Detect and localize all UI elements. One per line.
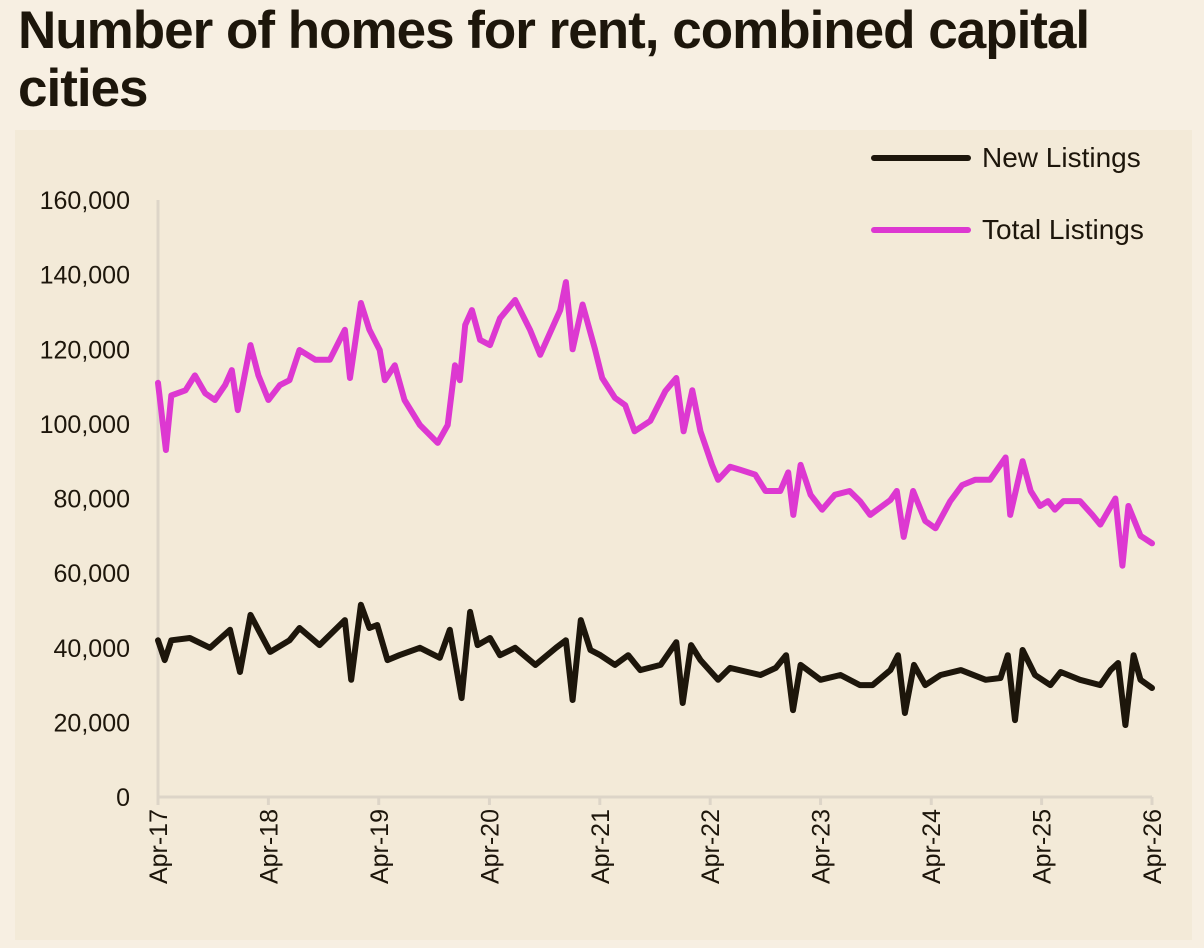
y-tick-label: 160,000 [40,187,130,215]
x-tick-label: Apr-23 [808,809,836,884]
y-tick-label: 120,000 [40,336,130,364]
series-line-total-listings [155,279,1155,569]
legend-label-total-listings: Total Listings [982,214,1144,245]
x-tick-label: Apr-20 [476,809,504,884]
y-tick-label: 0 [116,784,130,812]
x-tick-label: Apr-19 [366,809,394,884]
chart-panel [15,130,1192,940]
y-tick-label: 100,000 [40,411,130,439]
series-line-new-listings [155,601,1155,728]
y-tick-label: 40,000 [54,635,130,663]
y-tick-label: 80,000 [54,486,130,514]
series-lines [155,279,1155,728]
y-tick-label: 20,000 [54,709,130,737]
chart-title: Number of homes for rent, combined capit… [18,1,1090,118]
x-tick-label: Apr-21 [587,809,615,884]
x-tick-label: Apr-22 [697,809,725,884]
x-tick-label: Apr-25 [1029,809,1057,884]
x-tick-label: Apr-24 [918,809,946,884]
y-tick-label: 140,000 [40,262,130,290]
x-tick-label: Apr-18 [255,809,283,884]
x-tick-label: Apr-17 [145,809,173,884]
axes: 0 20,000 40,000 60,000 80,000 100,000 120,000 1… [40,187,1167,884]
x-tick-label: Apr-26 [1139,809,1167,884]
legend: New Listings Total Listings [871,142,1144,245]
legend-label-new-listings: New Listings [982,142,1141,173]
y-tick-label: 60,000 [54,560,130,588]
